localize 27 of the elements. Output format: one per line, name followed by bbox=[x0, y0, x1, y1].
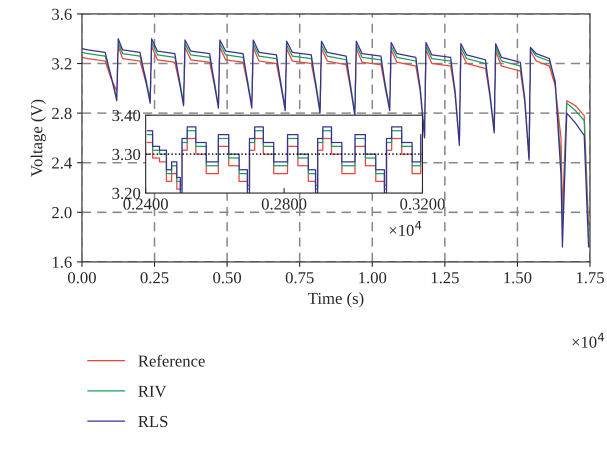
x-tick-label: 0.25 bbox=[140, 272, 168, 284]
legend-label: RIV bbox=[138, 386, 166, 397]
x-tick-label: 1.00 bbox=[359, 272, 386, 284]
legend-label: Reference bbox=[138, 354, 205, 367]
y-tick-label: 2.0 bbox=[52, 207, 72, 218]
x-tick-label: 0.3200 bbox=[400, 198, 445, 210]
y-tick-label: 1.6 bbox=[52, 256, 72, 268]
y-tick-label: 2.4 bbox=[52, 157, 72, 169]
x-tick-label: 0.75 bbox=[286, 272, 314, 284]
x-tick-label: 1.50 bbox=[504, 272, 532, 284]
x-tick-label: 1.75 bbox=[576, 272, 604, 284]
y-tick-label: 3.6 bbox=[52, 8, 72, 20]
y-tick-label: 3.2 bbox=[52, 58, 72, 70]
x-tick-label: 0.2800 bbox=[262, 198, 306, 210]
y-tick-label: 3.20 bbox=[112, 188, 140, 200]
y-tick-label: 2.8 bbox=[52, 108, 72, 120]
x-tick-label: 0.00 bbox=[68, 272, 96, 284]
y-tick-label: 3.30 bbox=[112, 148, 140, 160]
text: ×10$^{4}$ bbox=[572, 332, 604, 348]
annotation: ×10$^{4}$ bbox=[390, 221, 422, 236]
y-tick-label: 3.40 bbox=[112, 110, 140, 122]
x-tick-label: 0.2400 bbox=[123, 198, 168, 210]
x-tick-label: 0.50 bbox=[213, 272, 242, 284]
legend-label: RLS bbox=[138, 416, 168, 428]
y-axis-title: Voltage (V) bbox=[30, 100, 46, 177]
x-axis-title: Time (s) bbox=[308, 292, 364, 308]
x-tick-label: 1.25 bbox=[432, 272, 459, 284]
